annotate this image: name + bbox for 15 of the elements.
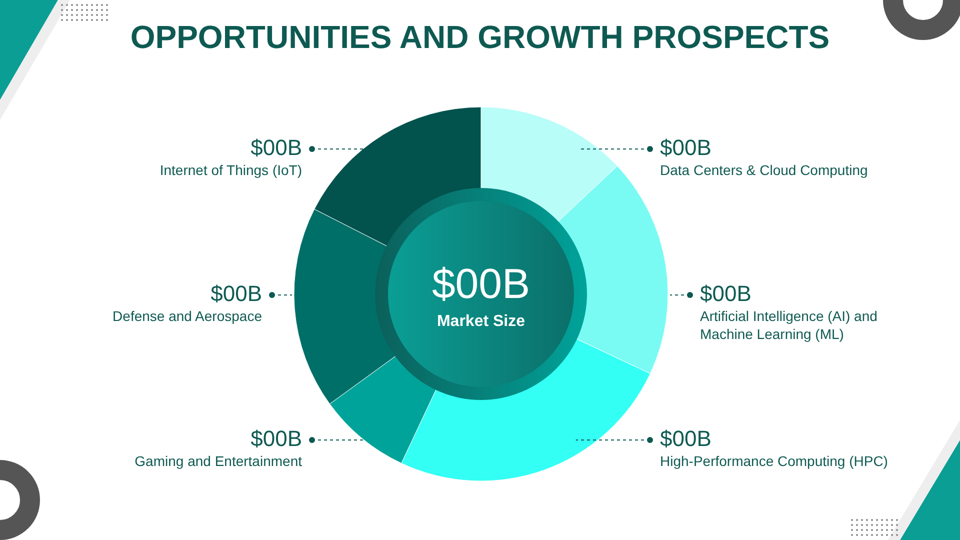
slice-label: Data Centers & Cloud Computing [660,162,868,178]
chart-title: OPPORTUNITIES AND GROWTH PROSPECTS [130,19,830,55]
data-label: $00B [250,134,302,160]
legend-label: Internet of Things (IoT) [160,162,302,178]
slice-label: Artificial Intelligence (AI) and Machine Learning (ML) [700,308,878,342]
slice-label: Gaming and Entertainment [134,453,302,469]
data-label: $00B [660,426,712,451]
data-label: $00B [210,280,262,306]
slice-label: High-Performance Computing (HPC) [660,453,888,469]
text: Market Size [436,313,526,330]
slice-label: Defense and Aerospace [112,308,262,324]
data-label: $00B [700,280,752,306]
text: $00B [432,260,530,307]
data-label: $00B [660,134,712,160]
data-label: $00B [250,426,302,451]
